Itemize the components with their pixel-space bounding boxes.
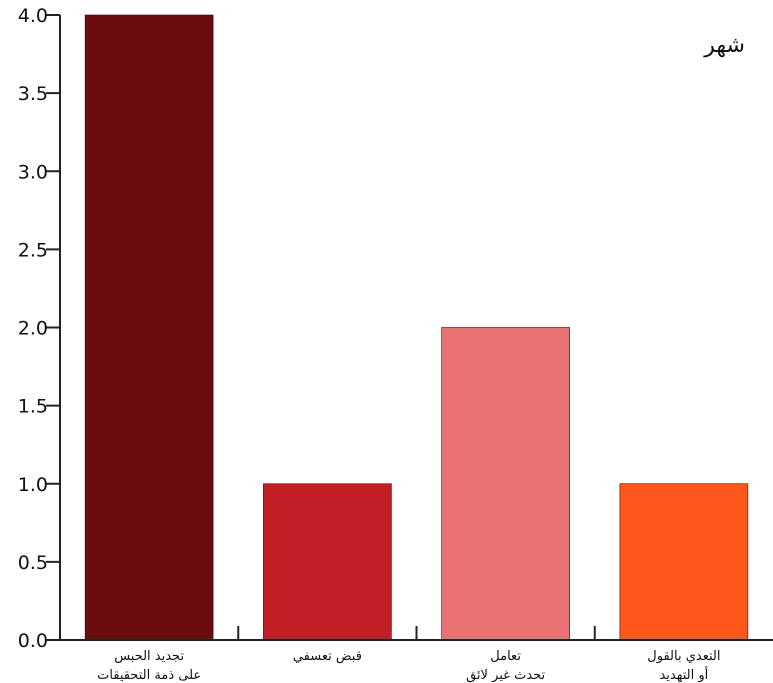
x-ticks-group: تجديد الحبس على ذمة التحقيقات قبض تعسفي تعا… [97,626,720,683]
x-tick-label: أو التهديد [659,666,708,683]
chart-title: شهر [703,33,745,58]
bar [441,327,570,641]
y-tick-label: 3.5 [18,83,48,105]
y-ticks-group: 0.0 0.5 1.0 1.5 2.0 2.5 3.0 3.5 4.0 [18,5,60,652]
y-tick-label: 2.0 [18,318,48,340]
x-tick-label: تعامل [490,649,521,664]
y-tick-label: 3.0 [18,161,48,183]
y-tick-label: 0.0 [18,630,48,652]
x-tick-label: قبض تعسفي [293,649,362,664]
y-tick-label: 0.5 [18,552,48,574]
x-tick-label: التعدي بالقول [647,649,720,664]
bars-group [84,14,749,641]
bar [619,483,749,641]
y-tick-label: 1.5 [18,396,48,418]
x-tick-label: تجديد الحبس [114,649,184,664]
x-tick-label: تحدث غير لائق [466,668,545,683]
y-tick-label: 4.0 [18,5,48,27]
bar [84,14,214,641]
y-tick-label: 2.5 [18,239,48,261]
x-tick-label: على ذمة التحقيقات [97,668,201,683]
bar [263,483,392,641]
y-tick-label: 1.0 [18,474,48,496]
